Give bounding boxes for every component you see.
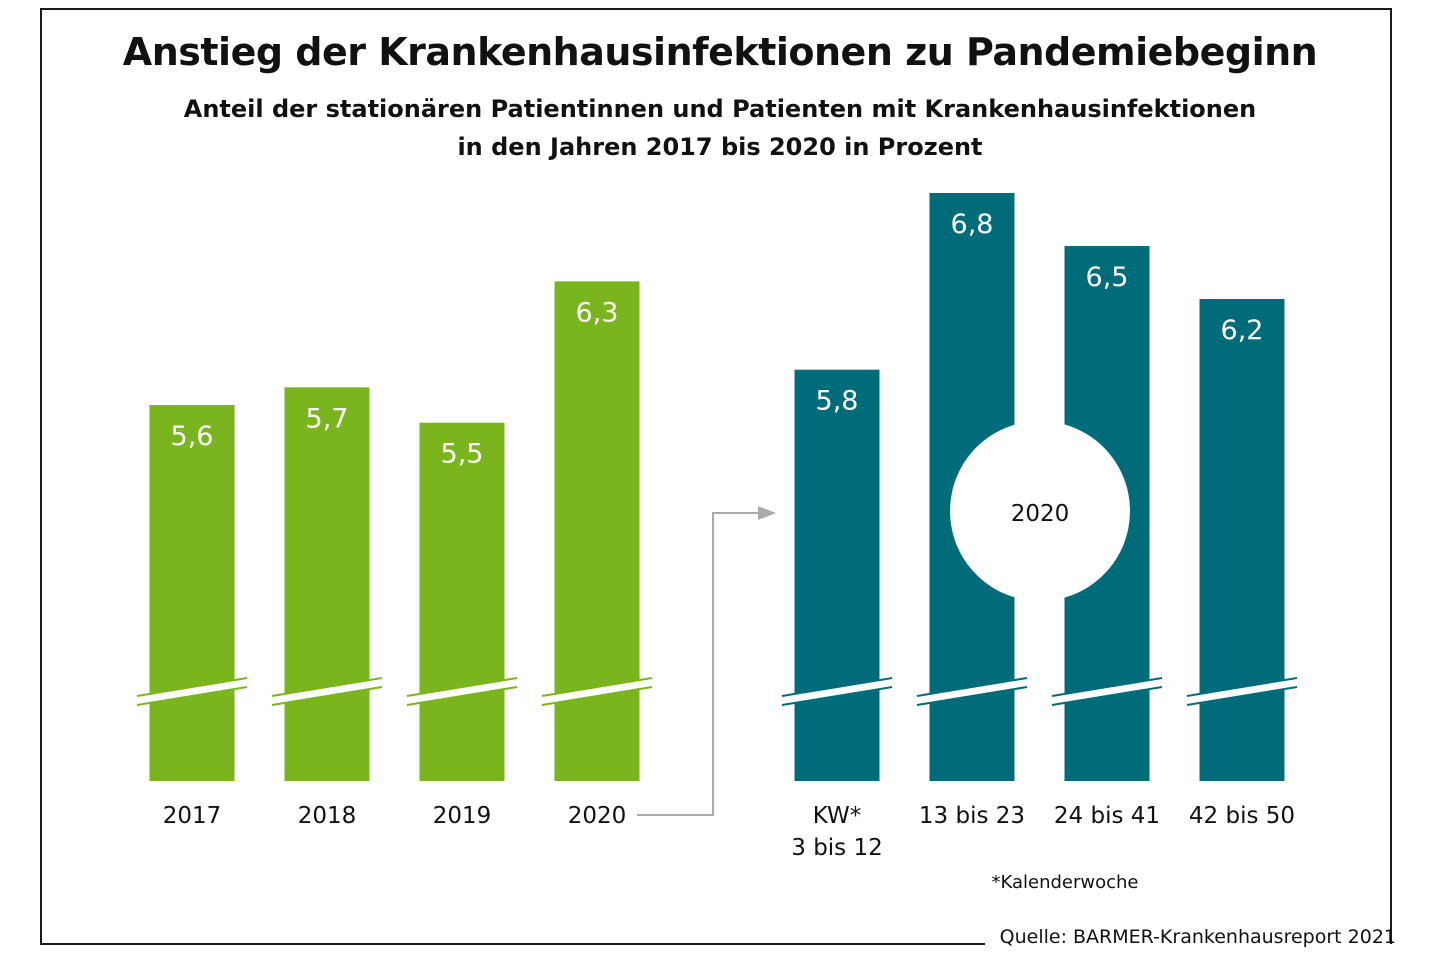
bar — [794, 369, 880, 781]
category-tick-label: 42 bis 50 — [1189, 803, 1295, 829]
axis-break-line — [136, 686, 248, 706]
axis-break-line — [916, 677, 1028, 697]
axis-break-line — [916, 686, 1028, 706]
axis-break-gap — [1187, 678, 1297, 705]
category-tick-label: 2020 — [568, 803, 627, 829]
category-tick-label: 13 bis 23 — [919, 803, 1025, 829]
bar-value-label: 5,7 — [306, 403, 349, 434]
bar — [1199, 299, 1285, 781]
bar — [554, 281, 640, 781]
group-label-text: 2020 — [1011, 501, 1070, 527]
bar-value-label: 6,3 — [576, 297, 619, 328]
connector-arrow-head — [758, 506, 776, 520]
chart-subtitle-line2: in den Jahren 2017 bis 2020 in Prozent — [457, 133, 983, 161]
axis-break-line — [1186, 677, 1298, 697]
axis-break-line — [1051, 677, 1163, 697]
source-note: Quelle: BARMER-Krankenhausreport 2021 — [999, 926, 1396, 948]
axis-break-line — [271, 677, 383, 697]
bar-value-label: 5,8 — [816, 386, 859, 417]
category-tick-label: 2019 — [433, 803, 492, 829]
axis-break-line — [1186, 686, 1298, 706]
bar-value-label: 6,2 — [1221, 315, 1264, 346]
bar-value-label: 6,5 — [1086, 262, 1129, 293]
category-tick-label: 24 bis 41 — [1054, 803, 1160, 829]
axis-break-line — [271, 686, 383, 706]
chart-frame-bottom — [40, 943, 985, 945]
category-tick-label: KW* — [813, 803, 862, 829]
axis-break-line — [781, 677, 893, 697]
bar-value-label: 6,8 — [951, 209, 994, 240]
bar — [419, 422, 505, 781]
axis-break-gap — [137, 678, 247, 705]
axis-break-gap — [917, 678, 1027, 705]
axis-break-line — [1051, 686, 1163, 706]
axis-break-line — [541, 677, 653, 697]
axis-break-gap — [542, 678, 652, 705]
bar-value-label: 5,6 — [171, 421, 214, 452]
axis-break-line — [541, 686, 653, 706]
category-tick-label: 2018 — [298, 803, 357, 829]
footnote: *Kalenderwoche — [991, 872, 1138, 893]
bar — [284, 387, 370, 781]
chart-subtitle-line1: Anteil der stationären Patientinnen und … — [183, 95, 1257, 123]
axis-break-gap — [782, 678, 892, 705]
group-label-circle — [950, 421, 1130, 601]
axis-break-gap — [407, 678, 517, 705]
bar — [149, 405, 235, 781]
axis-break-gap — [272, 678, 382, 705]
axis-break-gap — [1052, 678, 1162, 705]
axis-break-line — [781, 686, 893, 706]
bar-value-label: 5,5 — [441, 439, 484, 470]
chart-frame — [40, 8, 1392, 944]
category-tick-label: 3 bis 12 — [791, 835, 883, 861]
axis-break-line — [136, 677, 248, 697]
axis-break-line — [406, 677, 518, 697]
chart-title: Anstieg der Krankenhausinfektionen zu Pa… — [122, 30, 1318, 74]
category-tick-label: 2017 — [163, 803, 222, 829]
connector-arrow-line — [637, 512, 768, 816]
axis-break-line — [406, 686, 518, 706]
